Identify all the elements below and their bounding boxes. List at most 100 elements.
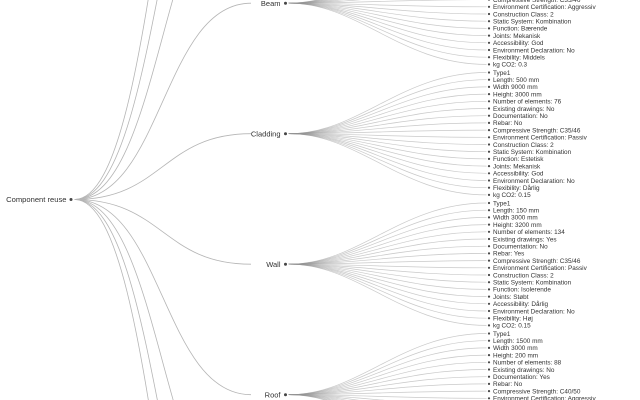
leaf-dot xyxy=(487,71,491,74)
leaf-dot xyxy=(487,34,491,37)
leaf-label: Function: Isolerende xyxy=(493,287,551,294)
leaf-link xyxy=(288,263,487,297)
leaf-dot xyxy=(487,346,491,349)
leaf-label: Rebar: No xyxy=(493,381,523,388)
leaf-link xyxy=(288,2,487,36)
leaf-dot xyxy=(487,361,491,364)
leaf-label: Joints: Støbt xyxy=(493,294,529,301)
leaf-label: Type1 xyxy=(493,331,511,338)
leaf-label: Length: 500 mm xyxy=(493,77,539,84)
leaf-dot xyxy=(487,157,491,160)
root-node-dot xyxy=(69,198,73,201)
leaf-dot xyxy=(487,288,491,291)
category-label-roof: Roof xyxy=(265,390,282,399)
leaf-dot xyxy=(487,63,491,66)
leaf-dot xyxy=(487,266,491,269)
leaf-link xyxy=(288,86,487,135)
leaf-link xyxy=(288,2,487,51)
leaf-link xyxy=(288,2,487,65)
leaf-dot xyxy=(487,143,491,146)
leaf-link xyxy=(288,2,487,8)
leaf-link xyxy=(288,100,487,135)
leaf-dot xyxy=(487,20,491,23)
leaf-dot xyxy=(487,121,491,124)
category-node-dot-roof xyxy=(284,393,287,397)
leaf-label: Construction Class: 2 xyxy=(493,272,554,279)
leaf-label: Environment Certification: Passiv xyxy=(493,265,588,272)
leaf-label: Type1 xyxy=(493,200,511,207)
leaf-label: Flexibility: Middels xyxy=(493,55,545,62)
category-link-cladding xyxy=(74,133,252,200)
leaf-dot xyxy=(487,317,491,320)
category-link-wall xyxy=(74,199,252,265)
leaf-dot xyxy=(487,12,491,16)
leaf-label: Construction Class: 2 xyxy=(493,11,554,18)
leaf-label: Length: 1500 mm xyxy=(493,338,543,345)
leaf-dot xyxy=(487,172,491,175)
leaf-label: Flexibility: Høj xyxy=(493,316,533,323)
leaf-label: Existing drawings: No xyxy=(493,367,555,374)
leaf-label: Number of elements: 134 xyxy=(493,229,565,236)
leaf-label: Compressive Strength: C35/46 xyxy=(493,127,581,134)
leaf-dot xyxy=(487,223,491,226)
leaf-dot xyxy=(487,136,491,139)
leaf-label: Height: 3000 mm xyxy=(493,91,542,98)
leaf-label: Flexibility: Dårlig xyxy=(493,184,540,192)
leaf-dot xyxy=(487,230,491,233)
leaf-dot xyxy=(487,48,491,52)
leaf-dot xyxy=(487,295,491,298)
leaf-label: Width 3000 mm xyxy=(493,345,538,352)
category-label-beam: Beam xyxy=(261,0,281,8)
leaf-label: Compressive Strength: C35/46 xyxy=(493,0,581,4)
leaf-dot xyxy=(487,85,491,88)
leaf-label: Existing drawings: No xyxy=(493,106,555,113)
leaf-dot xyxy=(487,186,491,189)
leaf-label: Construction Class: 2 xyxy=(493,142,554,149)
leaf-dot xyxy=(487,150,491,153)
leaf-label: Accessibility: Dårlig xyxy=(493,300,548,308)
leaf-label: Number of elements: 88 xyxy=(493,360,562,367)
leaf-dot xyxy=(487,382,491,385)
leaf-dot xyxy=(487,237,491,241)
leaf-link xyxy=(288,2,487,58)
leaf-link xyxy=(288,361,487,396)
offscreen-branch-link xyxy=(74,0,158,200)
leaf-dot xyxy=(487,193,491,196)
nodes-layer: Beam Compressive Strength: C35/46Environm… xyxy=(69,0,596,400)
leaf-dot xyxy=(487,281,491,284)
leaf-dot xyxy=(487,78,491,81)
leaf-dot xyxy=(487,302,491,305)
leaf-label: kg CO2: 0.3 xyxy=(493,62,528,69)
leaf-label: Static System: Kombination xyxy=(493,149,572,156)
leaf-dot xyxy=(487,5,491,8)
leaf-label: Documentation: No xyxy=(493,244,548,251)
leaf-dot xyxy=(487,309,491,313)
leaf-label: Environment Declaration: No xyxy=(493,308,575,315)
leaf-link xyxy=(288,340,487,396)
leaf-label: Static System: Kombination xyxy=(493,280,572,287)
leaf-dot xyxy=(487,375,491,378)
category-label-wall: Wall xyxy=(266,260,281,269)
leaf-link xyxy=(288,394,487,399)
leaf-dot xyxy=(487,209,491,212)
leaf-label: Function: Estetisk xyxy=(493,156,544,163)
leaf-label: Number of elements: 76 xyxy=(493,99,562,106)
leaf-label: Environment Declaration: No xyxy=(493,47,575,54)
leaf-label: Type1 xyxy=(493,70,511,77)
leaf-dot xyxy=(487,56,491,59)
offscreen-branch-link xyxy=(74,0,174,200)
leaf-link xyxy=(288,263,487,312)
leaf-label: Length: 150 mm xyxy=(493,208,539,215)
leaf-label: Environment Certification: Aggressiv xyxy=(493,4,596,11)
leaf-link xyxy=(288,133,487,181)
leaf-dot xyxy=(487,339,491,342)
leaf-label: Width 9000 mm xyxy=(493,84,538,91)
category-link-beam xyxy=(74,2,252,200)
leaf-label: Static System: Kombination xyxy=(493,19,572,26)
leaf-dot xyxy=(487,390,491,393)
leaf-dot xyxy=(487,354,491,357)
leaf-label: Height: 3200 mm xyxy=(493,222,542,229)
leaf-dot xyxy=(487,216,491,219)
